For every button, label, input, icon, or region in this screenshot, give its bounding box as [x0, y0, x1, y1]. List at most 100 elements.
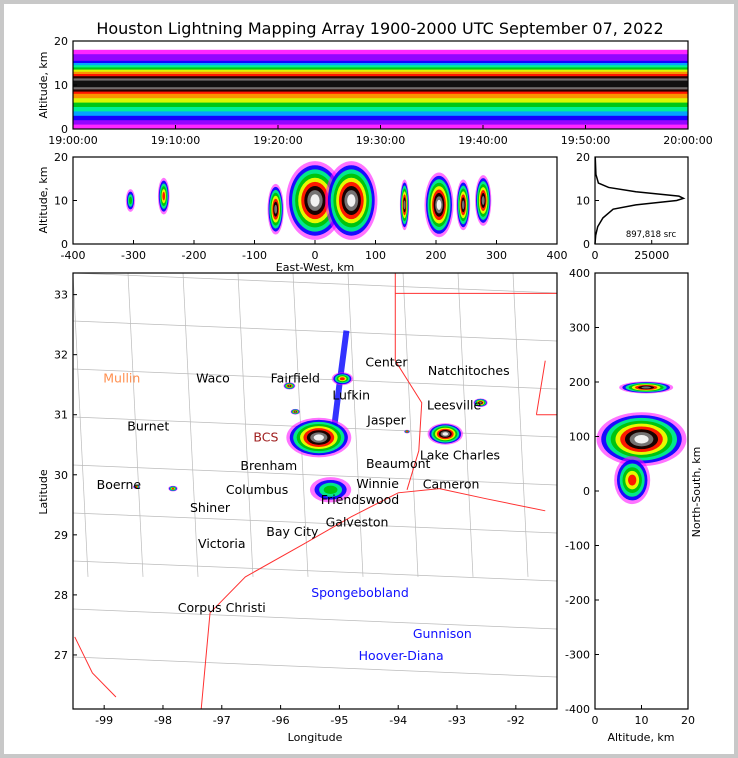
y-tick-label: 0	[583, 238, 590, 251]
x-tick-label: -93	[448, 714, 466, 727]
x-tick-label: -94	[389, 714, 407, 727]
x-tick-label: 0	[592, 714, 599, 727]
y-tick-label: 10	[54, 195, 68, 208]
x-tick-label: 19:00:00	[48, 134, 97, 147]
y-tick-label: -200	[565, 594, 590, 607]
x-axis-label: Longitude	[288, 731, 343, 744]
map-source-cell	[479, 401, 482, 404]
ew-source-cell	[461, 200, 465, 210]
y-tick-label: -300	[565, 649, 590, 662]
x-tick-label: -400	[61, 249, 86, 262]
y-tick-label: 0	[61, 123, 68, 136]
city-label: Bay City	[266, 524, 319, 539]
ns-source-cell	[634, 434, 649, 444]
x-tick-label: 10	[635, 714, 649, 727]
county-line	[402, 272, 419, 577]
y-tick-label: 20	[54, 35, 68, 48]
x-tick-label: 0	[592, 249, 599, 262]
x-tick-label: 19:10:00	[151, 134, 200, 147]
city-label: Boerne	[97, 477, 142, 492]
north-south-altitude-panel: 0 10 20 -400 -300 -200 -100 0 100 200 300 400 Altitu…	[565, 267, 703, 744]
time-altitude-panel: 19:00:00 19:10:00 19:20:00 19:30:00 19:40:00…	[37, 35, 713, 147]
city-label: Lufkin	[332, 388, 370, 403]
y-axis-label: Latitude	[37, 469, 50, 515]
city-label: Gunnison	[413, 626, 472, 641]
county-line	[347, 272, 364, 577]
chart-title: Houston Lightning Mapping Array 1900-200…	[96, 19, 663, 38]
map-source-cell	[171, 487, 175, 490]
city-label: Brenham	[240, 458, 297, 473]
source-count: 897,818 src	[626, 230, 677, 240]
y-tick-label: 10	[576, 195, 590, 208]
city-label: Columbus	[226, 482, 288, 497]
plan-view-map-panel: Mullin Waco Burnet Boerne Shiner Victoria Corp…	[37, 272, 558, 744]
y-tick-label: 30	[54, 469, 68, 482]
map-source-cell	[339, 377, 345, 381]
ns-source-cell	[641, 386, 651, 389]
county-line	[72, 464, 558, 486]
x-tick-label: 20:00:00	[663, 134, 712, 147]
x-tick-label: 19:40:00	[458, 134, 507, 147]
x-tick-label: 25000	[634, 249, 669, 262]
x-tick-label: 0	[312, 249, 319, 262]
county-line	[72, 560, 558, 582]
city-label: Victoria	[198, 536, 245, 551]
x-tick-label: -100	[242, 249, 267, 262]
city-label: Friendswood	[321, 492, 399, 507]
city-label: Lake Charles	[420, 448, 500, 463]
ew-source-cell	[403, 200, 406, 210]
ew-source-cell	[162, 191, 166, 201]
ew-source-cell	[310, 194, 320, 207]
city-label: Galveston	[326, 515, 389, 530]
county-line	[182, 272, 199, 577]
ew-source-cell	[274, 204, 278, 214]
x-tick-label: -95	[330, 714, 348, 727]
x-tick-label: -200	[182, 249, 207, 262]
state-border	[394, 273, 557, 490]
y-axis-label: Altitude, km	[37, 166, 50, 233]
y-tick-label: 0	[583, 485, 590, 498]
y-tick-label: 20	[576, 151, 590, 164]
y-axis-label: Altitude, km	[37, 51, 50, 118]
x-axis-label: East-West, km	[276, 261, 354, 274]
mexico-border	[74, 636, 117, 698]
x-tick-label: -97	[213, 714, 231, 727]
county-line	[72, 272, 558, 294]
city-label: Beaumont	[366, 456, 431, 471]
x-tick-label: 19:20:00	[253, 134, 302, 147]
city-label: Fairfield	[271, 371, 320, 386]
x-tick-label: 300	[486, 249, 507, 262]
city-label: Corpus Christi	[178, 600, 266, 615]
y-tick-label: -100	[565, 540, 590, 553]
county-line	[72, 272, 89, 577]
east-west-altitude-panel: -400 -300 -200 -100 0 100 200 300 400 0 10 20 East-W…	[37, 151, 568, 274]
y-tick-label: 400	[569, 267, 590, 280]
county-line	[237, 272, 254, 577]
y-tick-label: 10	[54, 79, 68, 92]
ns-source-cell	[628, 474, 637, 486]
x-tick-label: 19:50:00	[561, 134, 610, 147]
y-tick-label: 300	[569, 322, 590, 335]
x-tick-label: -300	[121, 249, 146, 262]
panel-frame	[72, 272, 558, 710]
y-tick-label: 27	[54, 649, 68, 662]
map-source-cell	[442, 432, 449, 436]
map-source-cell	[406, 430, 409, 433]
city-label: BCS	[253, 430, 278, 445]
y-axis-label: North-South, km	[690, 447, 703, 538]
county-line	[457, 272, 474, 577]
x-tick-label: 100	[365, 249, 386, 262]
y-tick-label: 31	[54, 409, 68, 422]
x-tick-label: -98	[154, 714, 172, 727]
x-tick-label: -99	[95, 714, 113, 727]
city-label: Burnet	[127, 419, 169, 434]
y-tick-label: -400	[565, 703, 590, 716]
city-label: Spongebobland	[311, 585, 409, 600]
altitude-histogram-panel: 0 25000 0 10 20 897,818 src	[576, 151, 689, 262]
city-label: Winnie	[356, 476, 399, 491]
ew-source-cell	[481, 196, 485, 205]
ew-source-cell	[436, 199, 442, 210]
map-source-cell	[323, 485, 338, 495]
city-label: Waco	[196, 371, 230, 386]
city-label: Hoover-Diana	[359, 648, 444, 663]
